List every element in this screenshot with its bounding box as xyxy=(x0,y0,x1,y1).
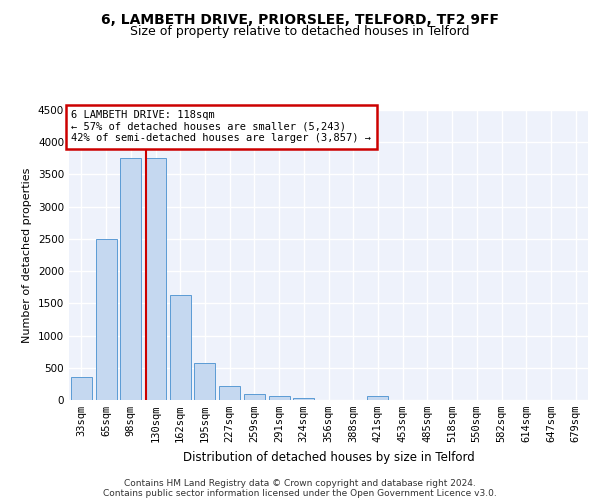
X-axis label: Distribution of detached houses by size in Telford: Distribution of detached houses by size … xyxy=(182,450,475,464)
Bar xyxy=(219,386,240,400)
Text: 6 LAMBETH DRIVE: 118sqm
← 57% of detached houses are smaller (5,243)
42% of semi: 6 LAMBETH DRIVE: 118sqm ← 57% of detache… xyxy=(71,110,371,144)
Y-axis label: Number of detached properties: Number of detached properties xyxy=(22,168,32,342)
Bar xyxy=(367,396,388,400)
Bar xyxy=(170,296,191,400)
Bar xyxy=(71,378,92,400)
Bar xyxy=(95,239,116,400)
Bar xyxy=(244,394,265,400)
Text: Size of property relative to detached houses in Telford: Size of property relative to detached ho… xyxy=(130,25,470,38)
Text: 6, LAMBETH DRIVE, PRIORSLEE, TELFORD, TF2 9FF: 6, LAMBETH DRIVE, PRIORSLEE, TELFORD, TF… xyxy=(101,12,499,26)
Bar xyxy=(145,158,166,400)
Bar xyxy=(194,363,215,400)
Bar xyxy=(293,398,314,400)
Text: Contains HM Land Registry data © Crown copyright and database right 2024.: Contains HM Land Registry data © Crown c… xyxy=(124,478,476,488)
Bar xyxy=(269,396,290,400)
Bar xyxy=(120,158,141,400)
Text: Contains public sector information licensed under the Open Government Licence v3: Contains public sector information licen… xyxy=(103,488,497,498)
